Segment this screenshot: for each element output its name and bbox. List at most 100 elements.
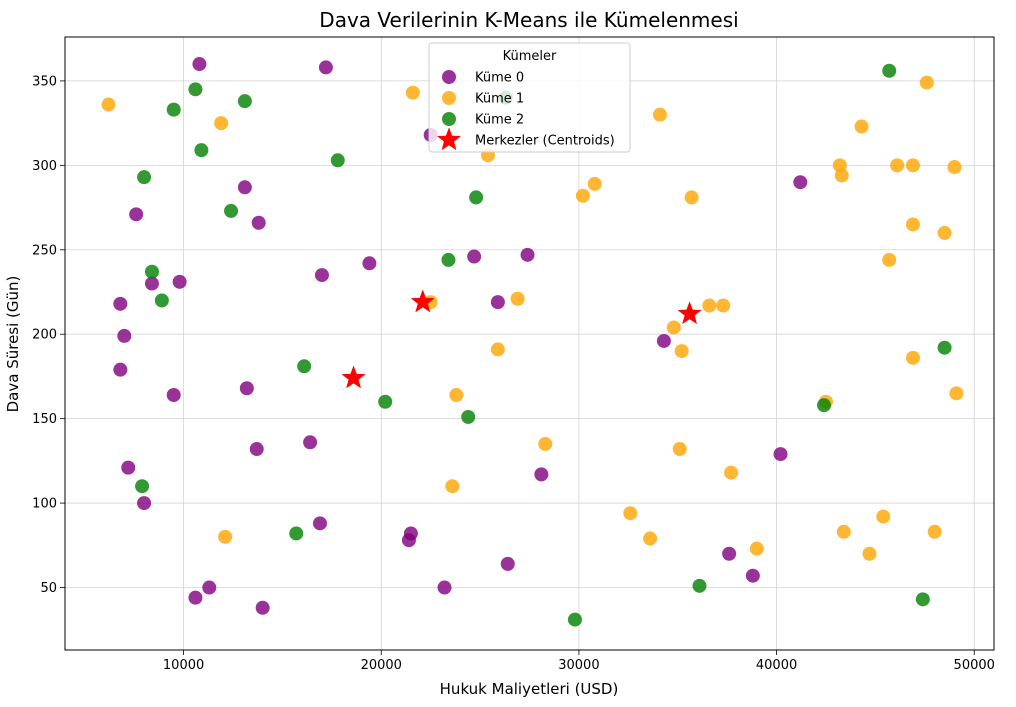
cluster-0-point (520, 247, 535, 262)
cluster-1-point (575, 188, 590, 203)
cluster-2-point (469, 190, 484, 205)
legend-entry-label: Küme 1 (475, 92, 524, 107)
legend-entry-label: Merkezler (Centroids) (475, 134, 615, 149)
cluster-1-point (947, 160, 962, 175)
cluster-0-point (773, 447, 788, 462)
cluster-2-point (154, 293, 169, 308)
cluster-1-point (749, 541, 764, 556)
cluster-0-point (166, 388, 181, 403)
cluster-0-point (137, 496, 152, 511)
cluster-0-point (490, 295, 505, 310)
cluster-1-point (905, 158, 920, 173)
cluster-2-point (144, 264, 159, 279)
cluster-0-point (251, 215, 266, 230)
cluster-2-point (441, 252, 456, 267)
centroid-star-marker (677, 301, 702, 325)
x-tick-label: 50000 (954, 658, 995, 673)
plot-frame (64, 36, 995, 651)
y-tick-label: 300 (32, 159, 57, 174)
legend-marker-cluster-0 (442, 70, 456, 84)
cluster-1-point (927, 524, 942, 539)
y-axis-label: Dava Süresi (Gün) (4, 276, 22, 413)
cluster-1-point (854, 119, 869, 134)
cluster-1-point (510, 291, 525, 306)
cluster-0-point (362, 256, 377, 271)
cluster-2-point (135, 479, 150, 494)
legend: Kümeler Küme 0 Küme 1 Küme 2 Merkezler (Cent… (428, 42, 631, 153)
cluster-1-point (666, 320, 681, 335)
cluster-2-point (297, 359, 312, 374)
cluster-0-point (500, 556, 515, 571)
cluster-0-point (129, 207, 144, 222)
cluster-1-point (862, 546, 877, 561)
x-tick-label: 20000 (361, 658, 402, 673)
cluster-0-point (188, 590, 203, 605)
y-tick-label: 100 (32, 497, 57, 512)
y-tick-label: 250 (32, 243, 57, 258)
cluster-2-point (937, 340, 952, 355)
cluster-0-point (144, 276, 159, 291)
x-tick-label: 30000 (558, 658, 599, 673)
cluster-0-point (202, 580, 217, 595)
cluster-0-point (237, 180, 252, 195)
legend-marker-centroid (436, 127, 462, 151)
cluster-2-point (378, 394, 393, 409)
cluster-2-point (237, 94, 252, 109)
legend-marker-cluster-1 (442, 91, 456, 105)
legend-box (428, 42, 631, 153)
cluster-0-point (303, 435, 318, 450)
cluster-1-point (834, 168, 849, 183)
cluster-0-point (312, 516, 327, 531)
cluster-1-point (684, 190, 699, 205)
cluster-1-point (214, 116, 229, 131)
cluster-1-point (949, 386, 964, 401)
y-tick-label: 150 (32, 412, 57, 427)
cluster-1-point (587, 176, 602, 191)
cluster-2-point (567, 612, 582, 627)
cluster-1-point (876, 509, 891, 524)
cluster-0-point (117, 328, 132, 343)
axis-ticks: 10000 20000 30000 40000 50000 50 100 150 200 250 3… (32, 74, 995, 673)
y-tick-label: 350 (32, 74, 57, 89)
cluster-2-point (882, 63, 897, 78)
cluster-2-point (330, 153, 345, 168)
cluster-2-point (817, 398, 832, 413)
legend-entry-label: Küme 0 (475, 71, 524, 86)
cluster-0-point (314, 268, 329, 283)
cluster-0-point (318, 60, 333, 75)
cluster-1-point (882, 252, 897, 267)
cluster-0-point (172, 274, 187, 289)
cluster-2-point (692, 578, 707, 593)
cluster-2-point (194, 143, 209, 158)
cluster-2-point (188, 82, 203, 97)
cluster-0-point (401, 533, 416, 548)
cluster-1-point (490, 342, 505, 357)
cluster-1-point (674, 344, 689, 359)
cluster-2-point (461, 409, 476, 424)
cluster-1-point (716, 298, 731, 313)
cluster-0-point (249, 442, 264, 457)
cluster-1-point (445, 479, 460, 494)
cluster-1-point (672, 442, 687, 457)
chart-title: Dava Verilerinin K-Means ile Kümelenmesi (319, 8, 738, 32)
cluster-2-point (915, 592, 930, 607)
cluster-0-point (113, 296, 128, 311)
cluster-0-point (121, 460, 136, 475)
cluster-0-point (745, 568, 760, 583)
cluster-1-point (218, 529, 233, 544)
cluster-1-point (702, 298, 717, 313)
cluster-0-point (722, 546, 737, 561)
cluster-2-point (224, 203, 239, 218)
cluster-0-point (467, 249, 482, 264)
cluster-2-point (289, 526, 304, 541)
cluster-0-point (192, 57, 207, 72)
cluster-1-point (905, 217, 920, 232)
cluster-0-point (534, 467, 549, 482)
x-tick-label: 10000 (163, 658, 204, 673)
legend-marker-cluster-2 (442, 112, 456, 126)
x-tick-label: 40000 (756, 658, 797, 673)
cluster-1-point (905, 350, 920, 365)
cluster-1-point (405, 85, 420, 100)
cluster-0-point (656, 333, 671, 348)
cluster-1-point (643, 531, 658, 546)
